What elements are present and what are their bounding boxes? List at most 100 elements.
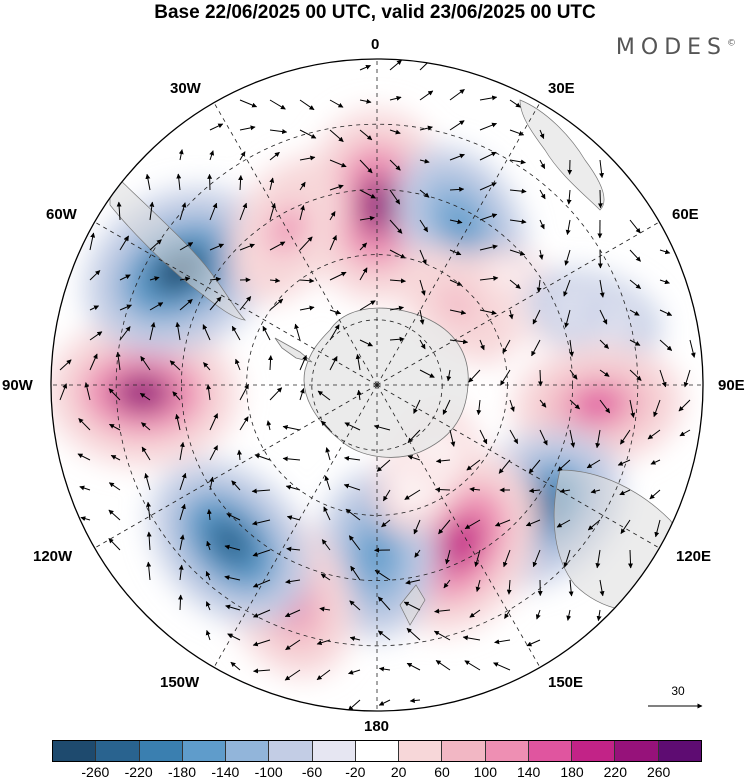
wind-arrow	[359, 189, 376, 199]
south-america	[109, 169, 246, 321]
wind-arrow	[227, 633, 241, 641]
wind-arrow	[493, 662, 511, 671]
wind-arrow	[504, 609, 511, 619]
wind-arrow	[269, 278, 281, 284]
wind-arrow	[650, 459, 661, 465]
wind-arrow	[502, 549, 511, 568]
wind-arrow	[329, 271, 347, 281]
wind-arrow	[269, 99, 286, 110]
wind-arrow	[178, 149, 184, 161]
wind-arrow	[509, 219, 527, 225]
wind-arrow	[509, 188, 527, 194]
lon-label-30w: 30W	[170, 80, 201, 97]
wind-arrow	[531, 339, 541, 357]
wind-arrow	[419, 369, 435, 378]
wind-arrow	[78, 418, 91, 431]
wind-arrow	[403, 601, 421, 611]
wind-arrow	[435, 458, 451, 464]
wind-arrow	[654, 519, 661, 538]
wind-arrow	[389, 336, 405, 342]
wind-arrow	[569, 429, 576, 448]
wind-arrow	[202, 324, 211, 341]
wind-arrow	[253, 668, 271, 674]
wind-arrow	[419, 249, 427, 265]
wind-arrow	[178, 594, 183, 611]
wind-arrow	[559, 488, 571, 494]
reference-vector-label: 30	[671, 684, 685, 698]
wind-arrow	[209, 445, 218, 461]
colorbar-tick-label: -220	[124, 764, 153, 780]
wind-arrow	[285, 484, 301, 491]
wind-arrow	[405, 579, 421, 585]
wind-arrow	[539, 129, 545, 139]
wind-arrow	[509, 399, 515, 412]
wind-arrow	[329, 324, 340, 341]
map-border	[50, 58, 704, 712]
wind-arrow	[230, 661, 241, 671]
colorbar-tick-label: -140	[211, 764, 240, 780]
new-zealand	[399, 584, 426, 626]
meridian-line	[376, 102, 541, 386]
wind-arrow	[538, 249, 544, 260]
wind-arrow	[659, 249, 671, 255]
wind-arrow	[284, 609, 301, 617]
wind-arrow	[176, 173, 182, 191]
wind-arrow	[509, 99, 521, 108]
colorbar-tick-label: -20	[345, 764, 366, 780]
wind-arrow	[479, 213, 498, 221]
wind-arrow	[239, 296, 252, 311]
wind-arrow	[629, 339, 641, 346]
wind-arrow	[252, 549, 271, 557]
wind-arrow	[231, 480, 241, 491]
wind-arrow	[528, 488, 541, 494]
wind-arrow	[449, 309, 467, 315]
wind-arrow	[566, 189, 572, 205]
wind-arrow	[419, 158, 430, 164]
wind-arrow	[413, 399, 421, 414]
wind-arrow	[174, 413, 181, 431]
wind-arrow	[141, 446, 151, 461]
wind-arrow	[629, 309, 640, 316]
wind-arrow	[539, 219, 545, 230]
wind-arrow	[209, 202, 218, 221]
wind-arrow	[348, 535, 361, 551]
wind-arrow	[406, 627, 421, 641]
wind-arrow	[269, 151, 280, 161]
brand-mark: ©	[727, 38, 736, 49]
meridian-line	[94, 221, 378, 386]
wind-arrow	[179, 534, 185, 551]
wind-arrow	[209, 296, 222, 311]
wind-arrow	[325, 447, 331, 461]
wind-arrow	[525, 519, 541, 527]
wind-arrow	[536, 279, 542, 293]
wind-arrow	[205, 570, 211, 581]
wind-arrow	[449, 186, 465, 192]
wind-arrow	[178, 564, 184, 581]
wind-arrow	[206, 508, 212, 521]
wind-arrow	[678, 399, 691, 412]
wind-arrow	[535, 609, 541, 620]
wind-arrow	[344, 422, 361, 431]
anomaly-peak	[571, 387, 625, 422]
wind-arrow	[359, 159, 373, 174]
wind-arrow	[108, 538, 121, 551]
wind-arrow	[299, 99, 315, 111]
wind-arrow	[595, 429, 601, 449]
colorbar-swatch	[269, 741, 313, 761]
wind-arrow	[479, 95, 498, 101]
wind-arrow	[329, 355, 338, 371]
wind-arrow	[539, 189, 546, 200]
wind-arrow	[557, 459, 571, 472]
wind-arrow	[89, 353, 98, 371]
wind-arrow	[590, 488, 601, 494]
wind-arrow	[323, 506, 331, 521]
wind-arrow	[381, 519, 391, 528]
colorbar-ticks: -260 -220 -180 -140 -100 -60 -20 20 60 100 140 180 2…	[52, 764, 702, 782]
wind-arrow	[149, 302, 164, 311]
wind-arrow	[282, 424, 301, 431]
wind-arrow	[419, 125, 433, 131]
wind-arrow	[345, 508, 361, 521]
wind-arrow	[569, 339, 575, 357]
wind-arrow	[149, 276, 160, 282]
wind-arrow	[359, 300, 376, 311]
